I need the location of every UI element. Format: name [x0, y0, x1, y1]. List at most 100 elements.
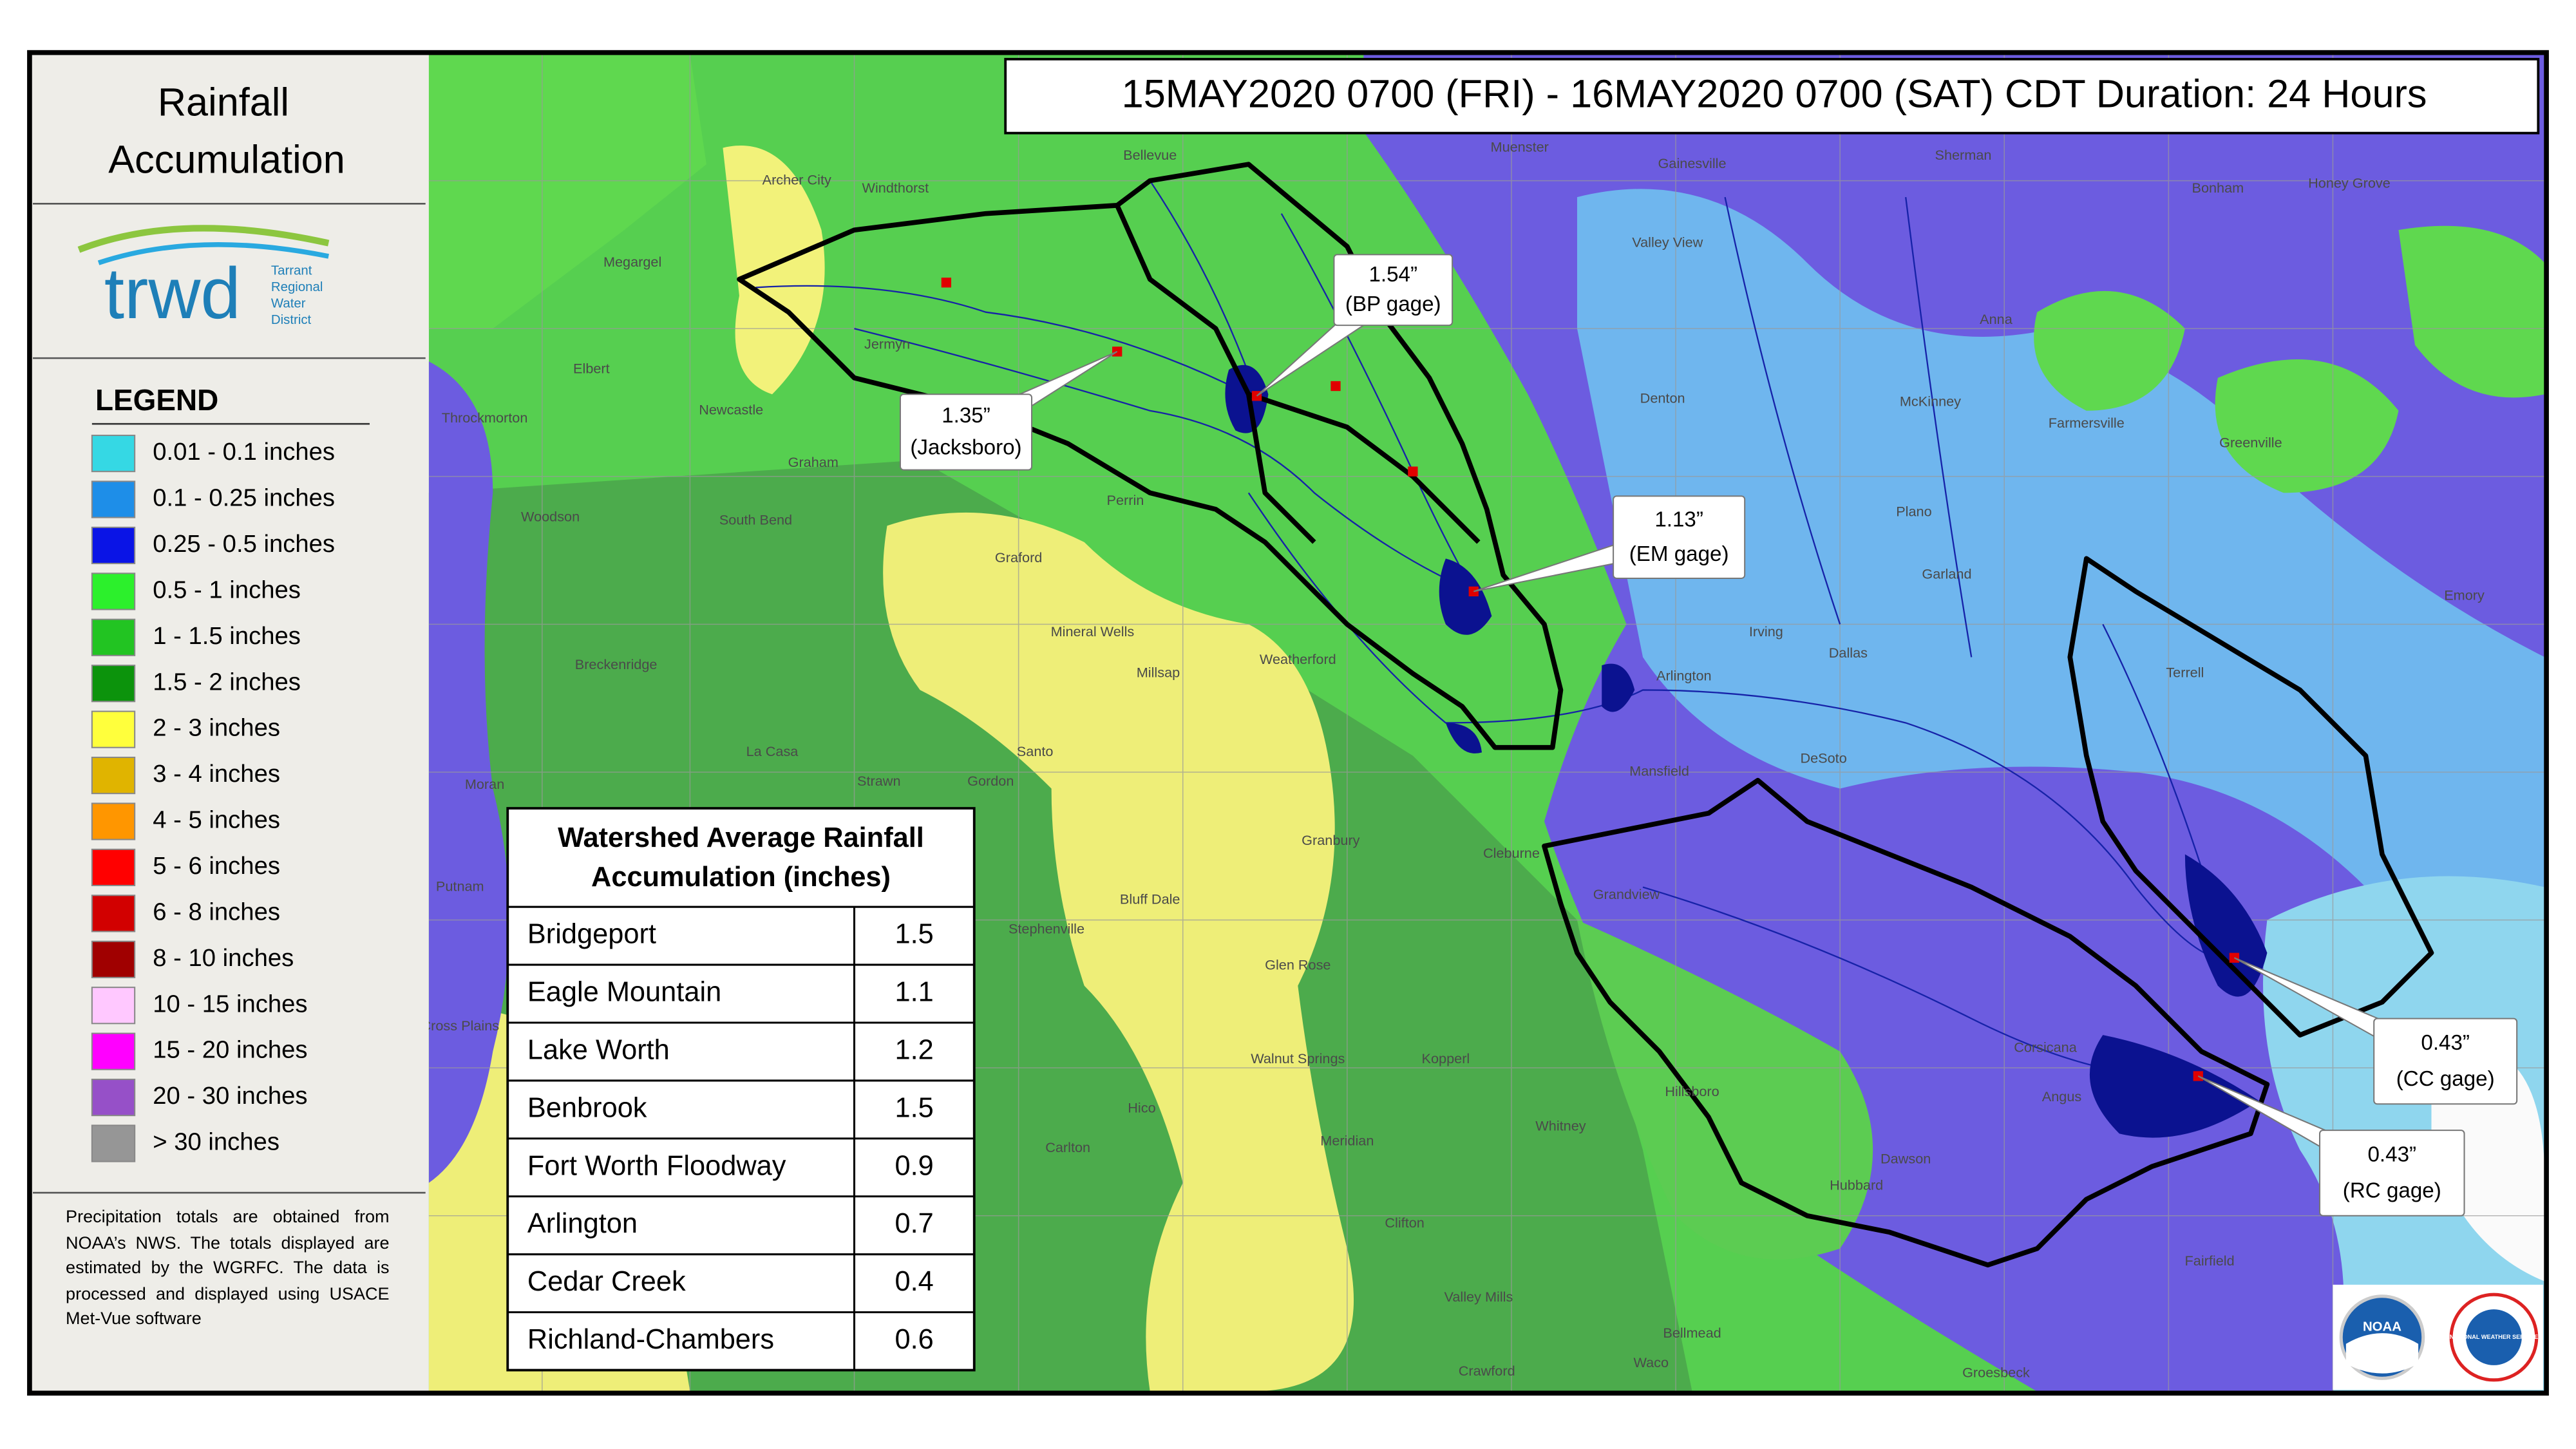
precip-zone [1577, 920, 1873, 1260]
map-header: 15MAY2020 0700 (FRI) - 16MAY2020 0700 (S… [1122, 72, 2427, 116]
legend-swatch [91, 710, 136, 748]
place-label: Greenville [2219, 435, 2282, 451]
place-label: Mansfield [1629, 763, 1689, 779]
legend-label: 2 - 3 inches [153, 714, 280, 742]
logo-swoosh [97, 242, 329, 265]
place-label: Graford [995, 549, 1042, 565]
watershed-name: Lake Worth [527, 1034, 670, 1065]
lakes [1225, 365, 2268, 1138]
place-labels: Archer City Windthorst Bellevue Muenster Gai… [421, 138, 2485, 1380]
watershed-name: Cedar Creek [527, 1266, 686, 1297]
county-lines [428, 54, 2545, 1392]
place-label: Farmersville [2049, 415, 2125, 431]
rainfall-table: Watershed Average Rainfall Accumulation (… [506, 807, 976, 1372]
place-label: Anna [1980, 311, 2013, 327]
place-label: Perrin [1107, 492, 1144, 508]
logo-name: trwd [104, 252, 241, 334]
place-label: Cross Plains [421, 1018, 499, 1034]
place-label: Graham [788, 454, 838, 470]
legend-swatch [91, 895, 136, 933]
place-label: McKinney [1900, 393, 1961, 410]
place-label: Millsap [1137, 665, 1180, 681]
legend-label: 3 - 4 inches [153, 760, 280, 788]
legend-label: 1 - 1.5 inches [153, 622, 301, 650]
watershed-name: Eagle Mountain [527, 977, 721, 1008]
legend-swatch [91, 435, 136, 473]
place-label: Denton [1640, 390, 1685, 406]
callout-value: 1.54” [1368, 263, 1417, 287]
place-label: Megargel [603, 254, 661, 270]
watershed-name: Fort Worth Floodway [527, 1150, 786, 1181]
place-label: Breckenridge [575, 656, 658, 672]
legend-swatch [91, 802, 136, 840]
legend-swatch [91, 1079, 136, 1117]
watershed-value: 0.4 [895, 1266, 934, 1297]
precip-zone [428, 54, 706, 329]
place-label: Terrell [2166, 665, 2204, 681]
place-label: Garland [1922, 566, 1971, 582]
place-label: Strawn [857, 773, 900, 789]
place-label: Valley Mills [1444, 1289, 1513, 1305]
watershed-value: 1.2 [895, 1034, 934, 1065]
place-label: Gainesville [1658, 155, 1727, 171]
place-label: Gordon [967, 773, 1014, 789]
rivers [755, 180, 2235, 1078]
legend-label: 0.5 - 1 inches [153, 576, 301, 603]
place-label: Santo [1017, 743, 1054, 759]
legend-swatch [91, 848, 136, 887]
place-label: Moran [465, 776, 504, 792]
place-label: Irving [1749, 623, 1783, 639]
place-label: Weatherford [1260, 651, 1336, 667]
place-label: South Bend [719, 511, 792, 527]
callout-box [1333, 254, 1454, 327]
legend-swatch [91, 618, 136, 656]
place-label: DeSoto [1800, 750, 1846, 766]
nws-label: NATIONAL WEATHER SERVICE [2450, 1334, 2538, 1340]
noaa-label: NOAA [2363, 1320, 2401, 1334]
nws-inner [2466, 1309, 2522, 1365]
callout-value: 0.43” [2421, 1031, 2470, 1055]
precip-zone [2398, 225, 2545, 398]
place-label: Putnam [436, 878, 484, 894]
place-label: Bellmead [1663, 1325, 1721, 1341]
precip-zone [883, 512, 1354, 1392]
place-label: Archer City [762, 171, 831, 187]
logo-tagline: Tarrant Regional Water District [271, 263, 323, 327]
place-label: Meridian [1320, 1133, 1374, 1149]
place-label: Valley View [1632, 234, 1703, 250]
watershed-name: Richland-Chambers [527, 1324, 774, 1355]
legend-label: > 30 inches [153, 1128, 279, 1156]
callout-label: (EM gage) [1629, 542, 1729, 566]
watershed-value: 0.6 [895, 1324, 934, 1355]
legend-title: LEGEND [95, 383, 218, 417]
watershed-value: 0.7 [895, 1208, 934, 1239]
legend-label: 0.01 - 0.1 inches [153, 438, 335, 466]
place-label: Walnut Springs [1251, 1050, 1345, 1066]
legend-label: 8 - 10 inches [153, 944, 294, 972]
legend-swatch [91, 987, 136, 1025]
watershed-value: 1.5 [895, 919, 934, 950]
legend-label: 15 - 20 inches [153, 1036, 307, 1064]
table-title: Accumulation (inches) [591, 862, 891, 893]
precip-zone [2215, 359, 2399, 493]
logo-tagline-line: Water [271, 296, 306, 310]
legend-label: 0.25 - 0.5 inches [153, 530, 335, 558]
place-label: Bellevue [1123, 147, 1177, 163]
place-label: Carlton [1045, 1139, 1090, 1155]
panel-title: Accumulation [108, 138, 345, 182]
place-label: Hillsboro [1665, 1083, 1719, 1099]
place-label: Corsicana [2014, 1039, 2078, 1055]
place-label: Dawson [1880, 1151, 1931, 1167]
place-label: Waco [1633, 1354, 1669, 1370]
place-label: Muenster [1491, 138, 1549, 155]
legend-swatch [91, 480, 136, 518]
legend-swatch [91, 1032, 136, 1070]
table-frame [506, 807, 976, 1372]
callout-label: (Jacksboro) [910, 436, 1021, 460]
callout-label: (BP gage) [1345, 292, 1441, 316]
legend-label: 6 - 8 inches [153, 898, 280, 925]
place-label: Cleburne [1483, 845, 1540, 861]
precip-zone [723, 145, 825, 395]
callout-box [899, 393, 1033, 471]
